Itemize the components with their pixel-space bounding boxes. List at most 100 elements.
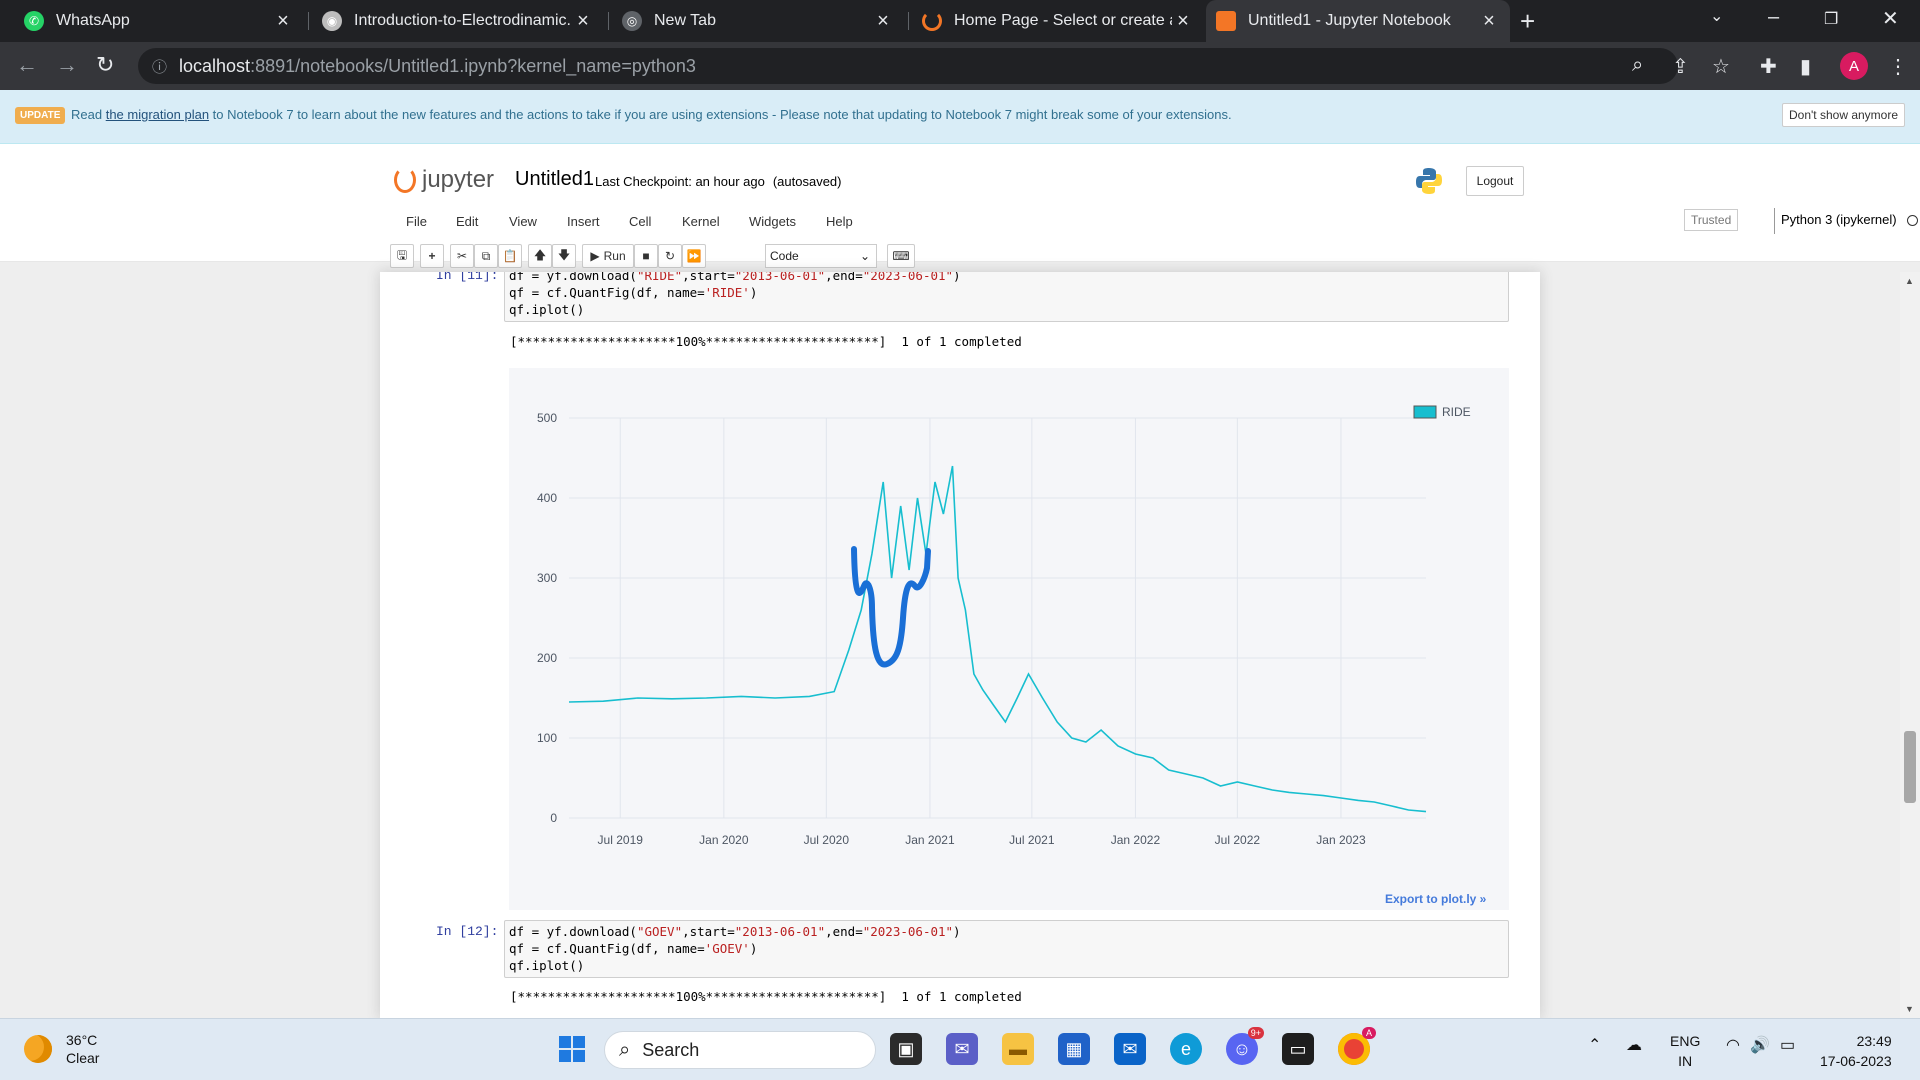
- close-tab-icon[interactable]: ×: [1483, 9, 1495, 32]
- notification-badge: 9+: [1247, 1027, 1264, 1039]
- edge-icon[interactable]: e: [1170, 1033, 1202, 1065]
- menubar: File Edit View Insert Cell Kernel Widget…: [390, 206, 1918, 236]
- menu-widgets[interactable]: Widgets: [749, 214, 796, 229]
- menu-kebab-icon[interactable]: ⋮: [1888, 56, 1908, 78]
- terminal-icon[interactable]: ▭: [1282, 1033, 1314, 1065]
- tab-pdf[interactable]: ◉ Introduction-to-Electrodinamic.p ×: [312, 0, 604, 42]
- kernel-indicator[interactable]: Python 3 (ipykernel): [1774, 208, 1918, 234]
- checkpoint-status: Last Checkpoint: an hour ago (autosaved): [595, 174, 842, 189]
- store-icon[interactable]: ▦: [1058, 1033, 1090, 1065]
- jupyter-logo-icon: [394, 167, 416, 193]
- profile-avatar[interactable]: A: [1840, 52, 1868, 80]
- export-to-plotly-link[interactable]: Export to plot.ly »: [1385, 892, 1487, 906]
- menu-cell[interactable]: Cell: [629, 214, 652, 229]
- zoom-icon[interactable]: ⌕: [1632, 54, 1644, 76]
- side-panel-icon[interactable]: ▮: [1800, 56, 1812, 78]
- tab-jupyter-home[interactable]: Home Page - Select or create a n ×: [912, 0, 1204, 42]
- tab-title: Untitled1 - Jupyter Notebook: [1248, 12, 1451, 29]
- file-explorer-icon[interactable]: ▬: [1002, 1033, 1034, 1065]
- close-window-icon[interactable]: ✕: [1882, 8, 1899, 30]
- wifi-icon[interactable]: ◠: [1726, 1037, 1740, 1054]
- trusted-indicator[interactable]: Trusted: [1684, 209, 1739, 231]
- run-button[interactable]: ▶ Run: [582, 244, 634, 268]
- menu-view[interactable]: View: [509, 214, 537, 229]
- close-tab-icon[interactable]: ×: [1177, 9, 1189, 32]
- copy-icon[interactable]: ⧉: [474, 244, 498, 268]
- bookmark-star-icon[interactable]: ☆: [1712, 56, 1730, 78]
- language-indicator[interactable]: ENG IN: [1670, 1031, 1700, 1071]
- browser-tab-strip: ✆ WhatsApp × ◉ Introduction-to-Electrodi…: [0, 0, 1920, 42]
- menu-help[interactable]: Help: [826, 214, 853, 229]
- code-cell-input[interactable]: df = yf.download("RIDE",start="2013-06-0…: [504, 272, 1509, 322]
- weather-widget[interactable]: 36°C Clear: [24, 1031, 99, 1067]
- legend[interactable]: RIDE: [1413, 405, 1471, 419]
- y-tick-label: 100: [537, 731, 557, 745]
- paste-icon[interactable]: 📋: [498, 244, 522, 268]
- code-cell-input[interactable]: df = yf.download("GOEV",start="2013-06-0…: [504, 920, 1509, 978]
- mail-icon[interactable]: ✉: [1114, 1033, 1146, 1065]
- dont-show-anymore-button[interactable]: Don't show anymore: [1782, 103, 1906, 127]
- tab-untitled1[interactable]: Untitled1 - Jupyter Notebook ×: [1206, 0, 1510, 42]
- jupyter-logo[interactable]: jupyter: [394, 166, 494, 194]
- x-tick-label: Jul 2022: [1215, 833, 1261, 847]
- scroll-down-icon[interactable]: ▼: [1905, 1004, 1914, 1014]
- address-bar[interactable]: ⓘ localhost:8891/notebooks/Untitled1.ipy…: [138, 48, 1678, 84]
- onedrive-icon[interactable]: ☁: [1626, 1037, 1642, 1054]
- jupyter-logo-text: jupyter: [422, 166, 495, 193]
- menu-kernel[interactable]: Kernel: [682, 214, 720, 229]
- grid: [569, 417, 1426, 819]
- scrollbar-thumb[interactable]: [1904, 731, 1916, 803]
- jupyter-page: UPDATE Read the migration plan to Notebo…: [0, 90, 1920, 1018]
- restore-icon[interactable]: ❐: [1824, 11, 1839, 28]
- tab-whatsapp[interactable]: ✆ WhatsApp ×: [14, 0, 304, 42]
- logout-button[interactable]: Logout: [1466, 166, 1524, 196]
- temperature: 36°C: [66, 1032, 98, 1048]
- back-icon[interactable]: ←: [16, 52, 38, 77]
- region-code: IN: [1678, 1053, 1693, 1069]
- forward-icon[interactable]: →: [56, 52, 78, 77]
- checkpoint-text: Last Checkpoint: an hour ago: [595, 174, 765, 189]
- taskbar-search[interactable]: ⌕ Search: [604, 1031, 876, 1069]
- discord-icon[interactable]: ☺ 9+: [1226, 1027, 1264, 1065]
- migration-plan-link[interactable]: the migration plan: [105, 107, 210, 122]
- battery-icon[interactable]: ▭: [1780, 1037, 1796, 1054]
- move-down-icon[interactable]: 🡇: [552, 244, 576, 268]
- chrome-icon: ◎: [622, 11, 642, 31]
- notebook-name[interactable]: Untitled1: [515, 168, 594, 190]
- reload-icon[interactable]: ↻: [96, 52, 115, 77]
- tab-new-tab[interactable]: ◎ New Tab ×: [612, 0, 904, 42]
- close-tab-icon[interactable]: ×: [277, 9, 289, 32]
- windows-taskbar: 36°C Clear ⌕ Search ▣ ✉ ▬ ▦ ✉ e ☺ 9+ ▭ A ⌃…: [0, 1018, 1920, 1080]
- chrome-taskbar-icon[interactable]: A: [1338, 1027, 1376, 1065]
- save-icon[interactable]: 🖫: [390, 244, 414, 268]
- task-view-icon[interactable]: ▣: [890, 1033, 922, 1065]
- move-up-icon[interactable]: 🡅: [528, 244, 552, 268]
- windows-start-icon[interactable]: [556, 1033, 588, 1065]
- share-icon[interactable]: ⇪: [1672, 56, 1689, 78]
- cut-icon[interactable]: ✂: [450, 244, 474, 268]
- system-clock[interactable]: 23:49 17-06-2023: [1820, 1031, 1892, 1071]
- menu-insert[interactable]: Insert: [567, 214, 600, 229]
- cell-output-text: [*********************100%**************…: [510, 989, 1022, 1004]
- restart-run-all-icon[interactable]: ⏩: [682, 244, 706, 268]
- extensions-icon[interactable]: ✚: [1760, 56, 1777, 78]
- volume-icon[interactable]: 🔊: [1750, 1037, 1770, 1054]
- insert-cell-icon[interactable]: +: [420, 244, 444, 268]
- scroll-up-icon[interactable]: ▲: [1905, 276, 1914, 286]
- show-hidden-icons-icon[interactable]: ⌃: [1588, 1037, 1602, 1054]
- menu-file[interactable]: File: [406, 214, 427, 229]
- ride-price-chart[interactable]: Jul 2019 Jan 2020 Jul 2020 Jan 2021 Jul 2021…: [509, 368, 1509, 910]
- new-tab-icon[interactable]: +: [1520, 6, 1536, 36]
- tab-search-icon[interactable]: ⌄: [1710, 8, 1724, 25]
- restart-icon[interactable]: ↻: [658, 244, 682, 268]
- close-tab-icon[interactable]: ×: [877, 9, 889, 32]
- command-palette-icon[interactable]: ⌨: [887, 244, 915, 268]
- minimize-icon[interactable]: –: [1768, 6, 1780, 28]
- interrupt-icon[interactable]: ■: [634, 244, 658, 268]
- close-tab-icon[interactable]: ×: [577, 9, 589, 32]
- cell-type-select[interactable]: Code ⌄: [765, 244, 877, 268]
- menu-edit[interactable]: Edit: [456, 214, 479, 229]
- teams-icon[interactable]: ✉: [946, 1033, 978, 1065]
- whatsapp-icon: ✆: [24, 11, 44, 31]
- page-scrollbar[interactable]: ▲ ▼: [1900, 272, 1920, 1018]
